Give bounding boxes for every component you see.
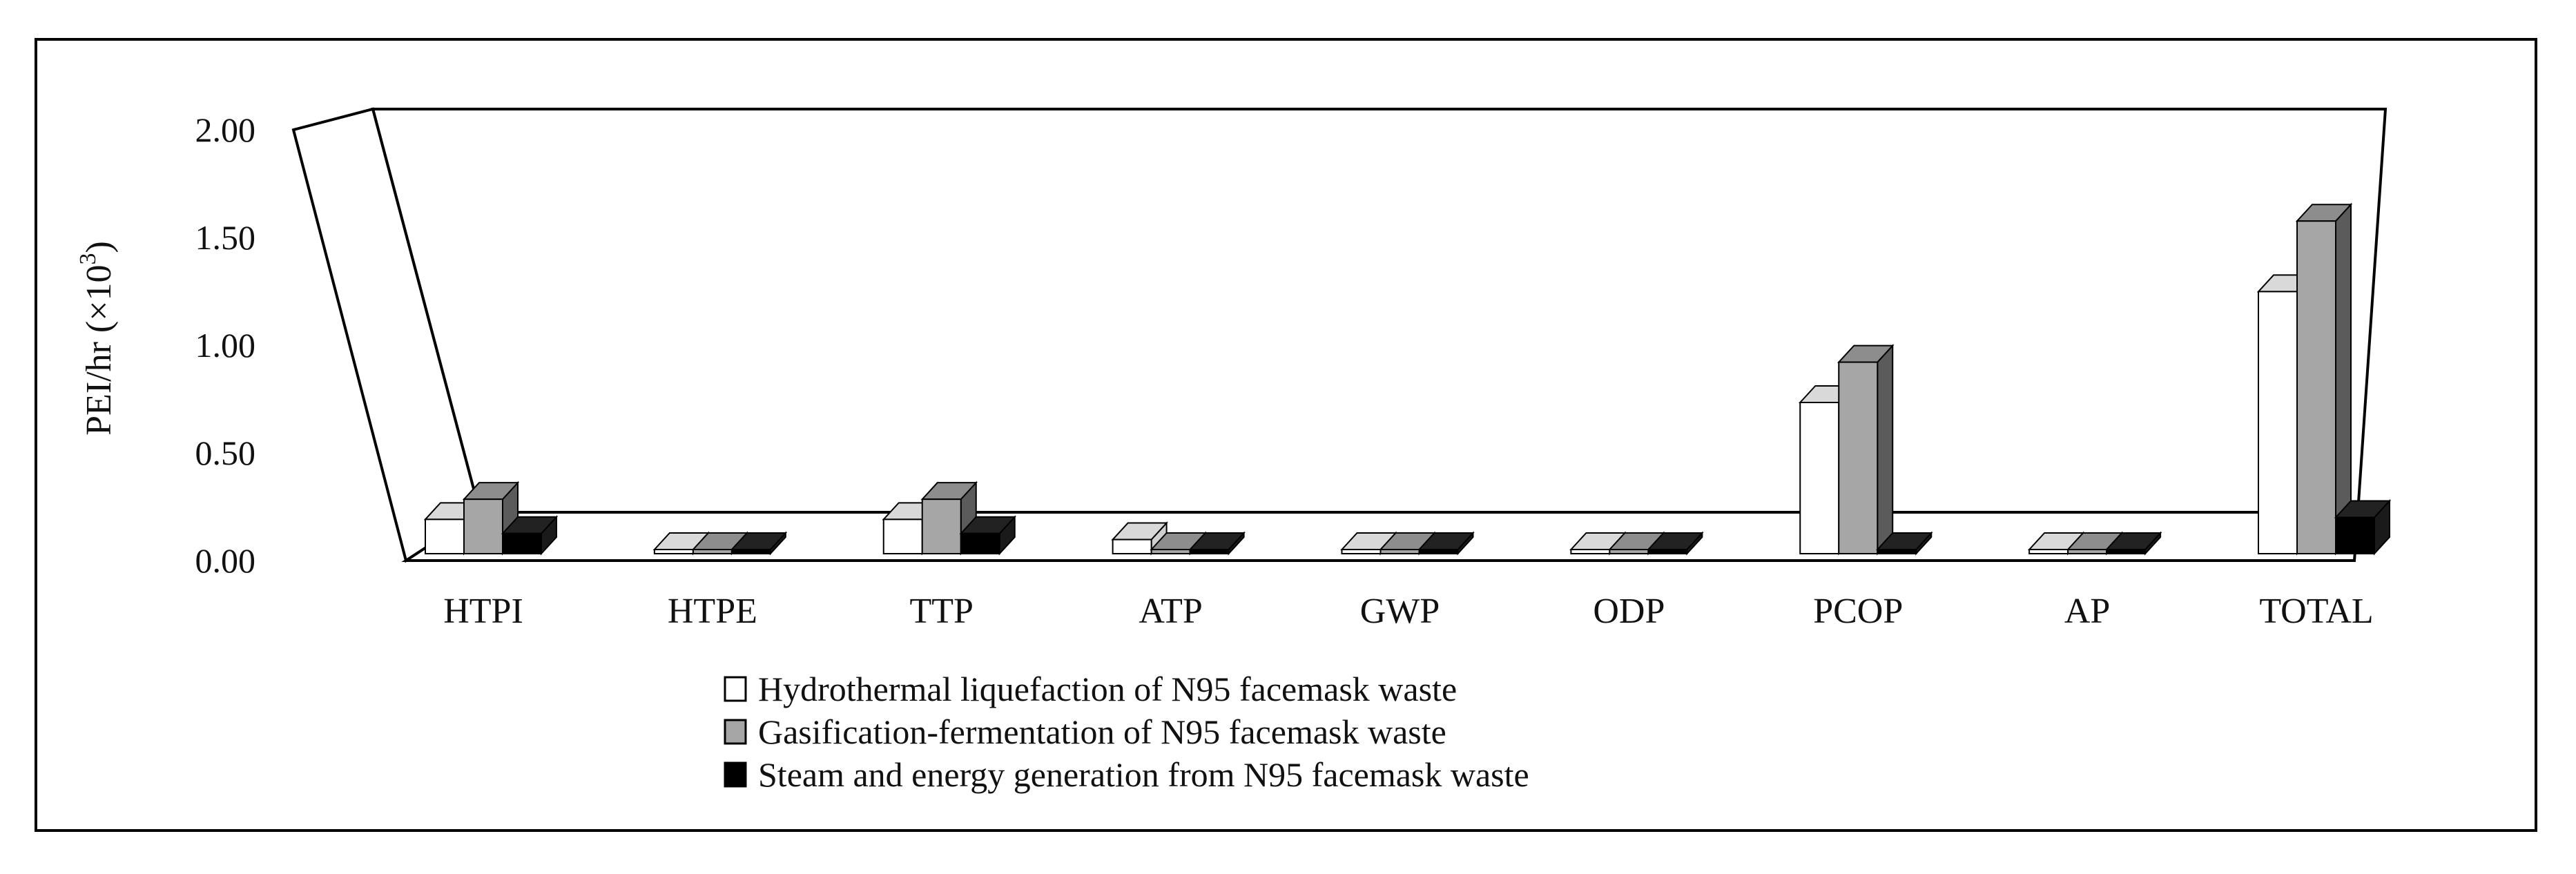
y-axis-label: PEI/hr (×103) [75,241,119,436]
y-tick-label: 1.50 [195,218,256,257]
legend-label: Steam and energy generation from N95 fac… [758,755,1529,794]
x-tick-label: TOTAL [2259,592,2373,631]
legend-swatch [724,719,747,745]
bar [2334,498,2392,556]
x-tick-label: GWP [1360,592,1440,631]
bar [1188,531,1246,556]
bar [1111,521,1168,556]
bar [920,480,978,556]
bar [2295,202,2353,556]
y-tick-label: 1.00 [195,326,256,365]
bar [1417,531,1475,556]
legend: Hydrothermal liquefaction of N95 facemas… [724,670,1529,794]
bar [1647,531,1704,556]
x-tick-label: PCOP [1813,592,1903,631]
y-tick-label: 0.50 [195,434,256,472]
bar [2104,531,2162,556]
y-tick-label: 2.00 [195,110,256,149]
x-tick-label: AP [2064,592,2110,631]
y-tick-label: 0.00 [195,541,256,580]
bar [1837,344,1895,556]
bar [1875,531,1933,556]
x-tick-label: ODP [1593,592,1665,631]
bar [501,515,559,556]
x-tick-label: HTPE [668,592,757,631]
legend-swatch [724,676,747,702]
bar [959,515,1017,556]
bars [423,202,2392,556]
y-axis: 0.00 0.50 1.00 1.50 2.00 [195,110,256,580]
x-tick-label: ATP [1139,592,1202,631]
x-tick-label: HTPI [443,592,523,631]
x-tick-label: TTP [910,592,974,631]
back-wall [371,108,2388,514]
legend-label: Hydrothermal liquefaction of N95 facemas… [758,670,1457,708]
bar [730,531,788,556]
x-axis: HTPI HTPE TTP ATP GWP ODP PCOP AP TOTAL [443,592,2373,631]
legend-swatch [724,761,747,788]
chart-walls [291,107,2388,563]
legend-label: Gasification-fermentation of N95 facemas… [758,712,1446,751]
